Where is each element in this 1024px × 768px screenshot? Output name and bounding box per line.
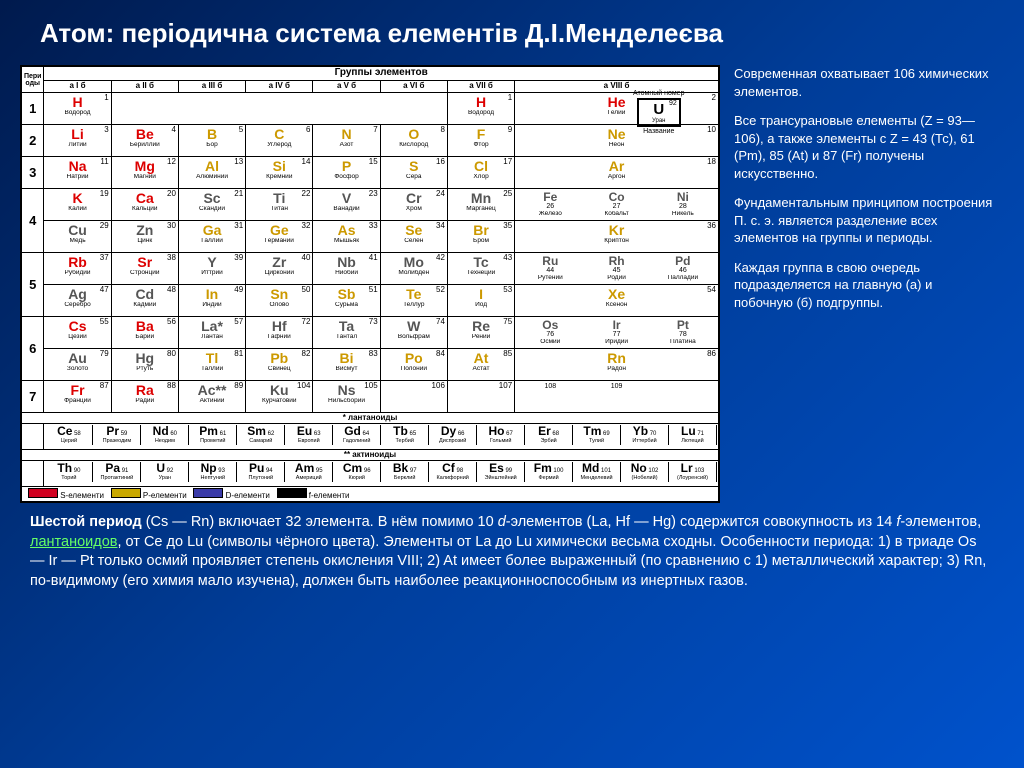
side-text: Современная охватывает 106 химических эл…	[734, 65, 994, 503]
bottom-t1: (Cs — Rn) включает 32 элемента. В нём по…	[142, 514, 498, 530]
side-p1: Современная охватывает 106 химических эл…	[734, 65, 994, 100]
side-p4: Каждая группа в свою очередь подразделяе…	[734, 259, 994, 312]
side-p2: Все трансурановые елементы (Z = 93—106),…	[734, 112, 994, 182]
bottom-em1: d	[498, 514, 506, 530]
bottom-lead: Шестой период	[30, 514, 142, 530]
side-p3: Фундаментальным принципом построения П. …	[734, 194, 994, 247]
lanthanoids-link[interactable]: лантаноидов	[30, 534, 117, 550]
bottom-paragraph: Шестой период (Cs — Rn) включает 32 элем…	[0, 503, 1024, 591]
content-row: ПериодыГруппы элементова I ба II ба III …	[0, 65, 1024, 503]
bottom-t2: -элементов (La, Hf — Hg) содержится сово…	[506, 514, 897, 530]
bottom-t3: -элементов,	[900, 514, 981, 530]
periodic-table: ПериодыГруппы элементова I ба II ба III …	[20, 65, 720, 503]
slide-title: Атом: періодична система елементів Д.І.М…	[0, 0, 1024, 65]
bottom-t4: , от Ce до Lu (символы чёрного цвета). Э…	[30, 534, 986, 589]
